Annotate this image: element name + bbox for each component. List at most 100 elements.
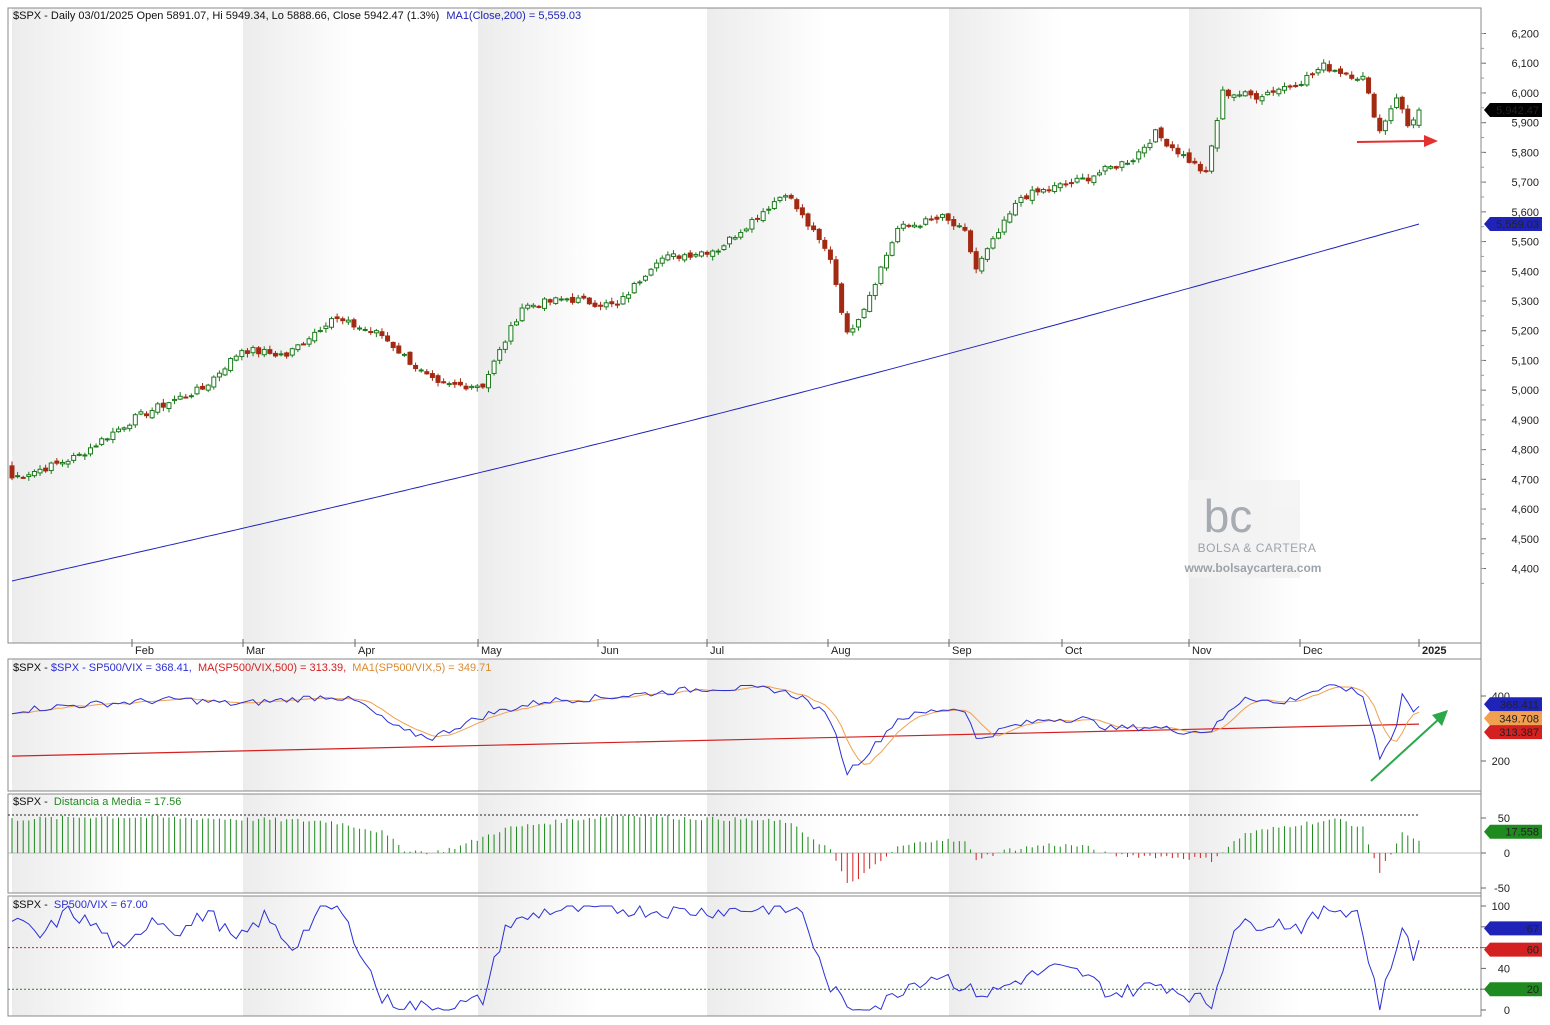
- month-bands: [12, 8, 1300, 1016]
- candle-down: [396, 345, 402, 354]
- candle-up: [682, 254, 688, 261]
- candle-up: [1119, 161, 1125, 168]
- price-tick-label: 5,400: [1511, 266, 1539, 278]
- oscillator-value-label-bg: [1484, 921, 1542, 936]
- candle-up: [502, 341, 508, 350]
- candle-down: [1024, 195, 1030, 200]
- candle-up: [553, 297, 559, 304]
- candle-up: [956, 225, 962, 228]
- candle-up: [289, 348, 295, 356]
- candle-down: [951, 219, 957, 227]
- watermark-url: www.bolsaycartera.com: [1184, 561, 1322, 575]
- candle-down: [1326, 64, 1332, 72]
- candle-up: [743, 228, 749, 232]
- candle-up: [1360, 75, 1366, 80]
- candle-up: [278, 353, 284, 356]
- month-label: Apr: [358, 645, 375, 657]
- candle-down: [1203, 170, 1209, 173]
- oscillator-header-prefix: $SPX -: [13, 899, 48, 911]
- candle-up: [1108, 166, 1114, 169]
- month-label: Feb: [135, 645, 154, 657]
- price-tick-label: 5,100: [1511, 355, 1539, 367]
- candle-up: [233, 355, 239, 361]
- candle-up: [485, 374, 491, 389]
- candle-down: [839, 283, 845, 313]
- candle-up: [620, 296, 626, 305]
- watermark: bc BOLSA & CARTERA www.bolsaycartera.com: [1184, 480, 1322, 578]
- price-header: $SPX - Daily 03/01/2025 Open 5891.07, Hi…: [13, 10, 439, 22]
- candle-up: [357, 327, 363, 330]
- candle-up: [127, 424, 133, 430]
- candle-down: [934, 216, 940, 220]
- ratio-header-prefix: $SPX -: [13, 662, 51, 674]
- month-band: [243, 8, 355, 643]
- candle-up: [917, 225, 923, 228]
- candle-up: [401, 353, 407, 356]
- red-arrow-annotation: [1356, 135, 1438, 147]
- price-tick-label: 6,100: [1511, 58, 1539, 70]
- candle-up: [659, 257, 665, 264]
- month-band: [243, 794, 355, 893]
- candle-up: [603, 302, 609, 308]
- month-label: Aug: [831, 645, 851, 657]
- candle-down: [945, 213, 951, 221]
- candle-up: [194, 386, 200, 395]
- candle-down: [833, 259, 839, 285]
- candle-down: [183, 396, 189, 399]
- candle-up: [766, 208, 772, 211]
- candle-down: [407, 351, 413, 365]
- candle-up: [1394, 97, 1400, 108]
- candle-up: [1281, 86, 1287, 91]
- candle-up: [205, 384, 211, 391]
- candle-up: [138, 411, 144, 415]
- candle-down: [1063, 183, 1069, 186]
- candle-up: [911, 224, 917, 228]
- candle-down: [827, 249, 833, 260]
- candle-up: [508, 325, 514, 342]
- candle-down: [144, 413, 150, 417]
- candle-down: [1343, 72, 1349, 75]
- candle-up: [883, 254, 889, 269]
- candle-down: [429, 373, 435, 379]
- candle-down: [368, 331, 374, 334]
- price-tick-label: 5,300: [1511, 296, 1539, 308]
- month-band: [949, 8, 1062, 643]
- oscillator-upper-label-bg: [1484, 942, 1542, 957]
- candle-up: [631, 282, 637, 294]
- candle-up: [626, 294, 632, 299]
- candles: [9, 59, 1422, 481]
- candle-down: [928, 218, 934, 221]
- candle-down: [1113, 166, 1119, 169]
- price-tick-label: 4,500: [1511, 534, 1539, 546]
- green-arrow-annotation: [1370, 710, 1448, 782]
- candle-down: [1175, 147, 1181, 155]
- candle-up: [306, 338, 312, 345]
- candle-up: [1141, 146, 1147, 154]
- candle-up: [777, 196, 783, 202]
- candle-down: [794, 199, 800, 210]
- candle-down: [244, 350, 250, 354]
- candle-down: [799, 207, 805, 216]
- candle-up: [648, 268, 654, 276]
- candle-up: [110, 431, 116, 441]
- candle-up: [1265, 91, 1271, 96]
- month-label: May: [481, 645, 502, 657]
- candle-up: [1012, 202, 1018, 216]
- month-band: [949, 896, 1062, 1016]
- price-tick-label: 5,000: [1511, 385, 1539, 397]
- candle-up: [15, 475, 21, 478]
- candle-up: [261, 348, 267, 356]
- candle-up: [474, 385, 480, 388]
- candle-down: [687, 252, 693, 258]
- candle-down: [968, 230, 974, 253]
- month-band: [949, 794, 1062, 893]
- distance-value-label: 17.558: [1505, 827, 1539, 839]
- oscillator-value-label: 67: [1527, 923, 1539, 935]
- svg-text:$SPX - Daily 03/01/2025 Open 5: $SPX - Daily 03/01/2025 Open 5891.07, Hi…: [13, 10, 581, 22]
- candle-up: [575, 297, 581, 303]
- ma-value-label: 5,559.03: [1496, 219, 1539, 231]
- candle-up: [1259, 96, 1265, 102]
- candle-up: [71, 454, 77, 461]
- candle-up: [491, 360, 497, 374]
- candle-up: [222, 368, 228, 376]
